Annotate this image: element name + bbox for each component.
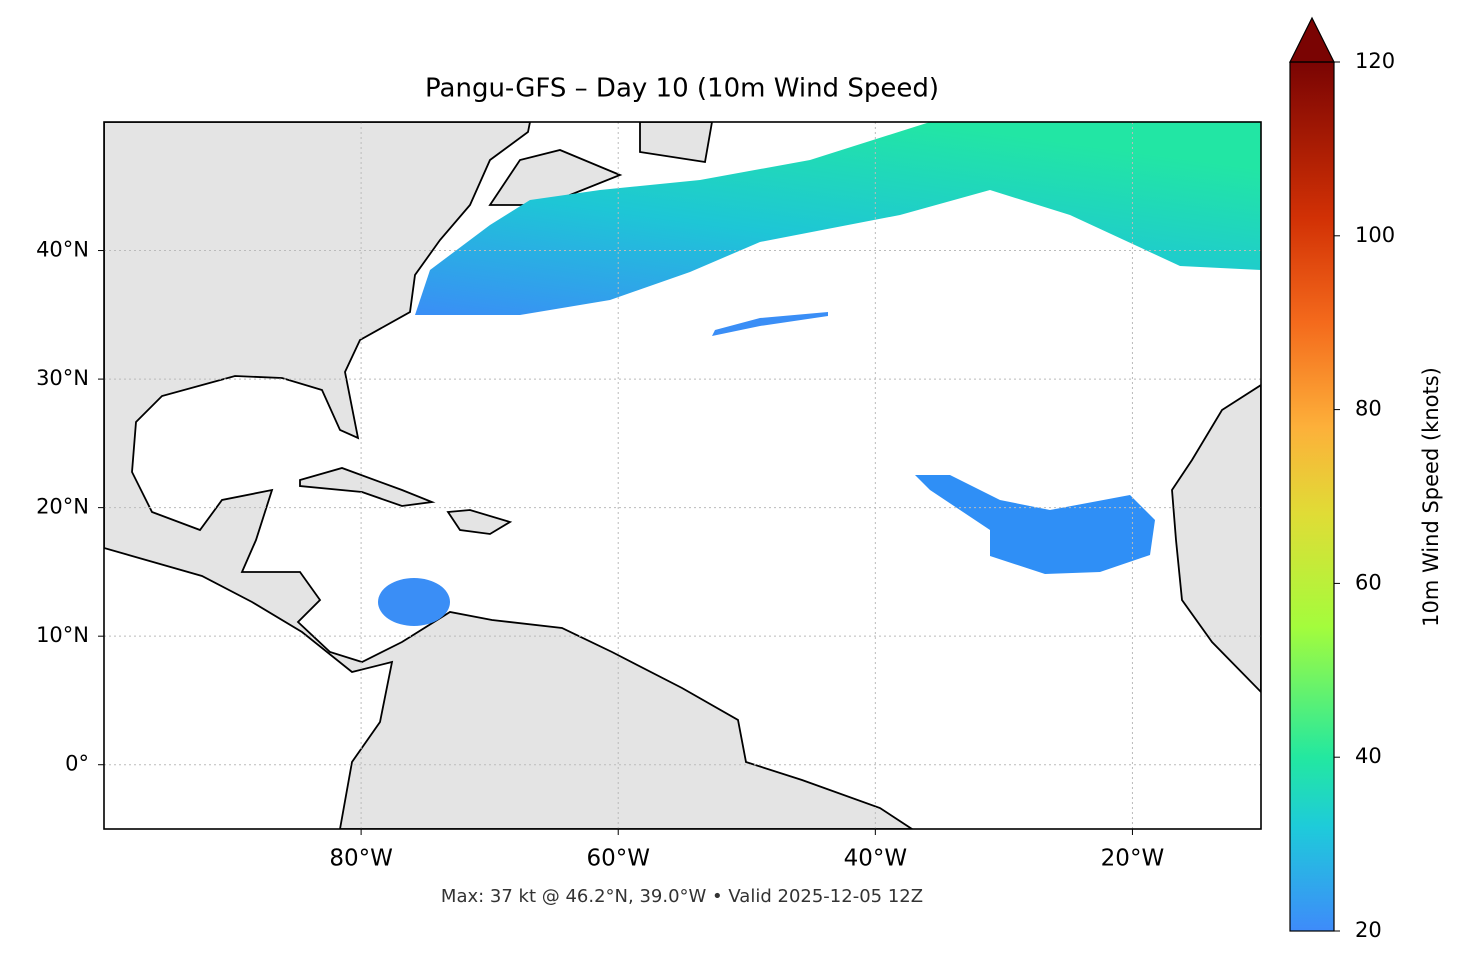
wind-caribbean xyxy=(378,578,450,626)
land-americas xyxy=(104,122,914,829)
land-hispaniola xyxy=(446,509,513,535)
chart-title: Pangu-GFS – Day 10 (10m Wind Speed) xyxy=(425,74,939,104)
land-newfoundland xyxy=(639,122,713,164)
y-tick-label: 30°N xyxy=(36,366,89,390)
colorbar-tick-label: 20 xyxy=(1355,918,1382,942)
y-tick-label: 20°N xyxy=(36,495,89,519)
wind-band xyxy=(712,312,828,336)
land-maritimes xyxy=(488,149,623,206)
colorbar-frame xyxy=(1289,61,1335,932)
colorbar-tick-label: 100 xyxy=(1355,223,1395,247)
wind-north-atlantic xyxy=(415,122,1261,315)
y-tick-label: 10°N xyxy=(36,623,89,647)
x-tick-label: 40°W xyxy=(844,846,908,872)
y-tick-label: 0° xyxy=(65,752,89,776)
colorbar-tick-label: 120 xyxy=(1355,49,1395,73)
colorbar-tick-label: 60 xyxy=(1355,570,1382,594)
map xyxy=(104,122,1261,829)
map-frame xyxy=(103,121,1262,830)
colorbar xyxy=(1290,62,1334,931)
land-africa xyxy=(1171,383,1261,694)
footnote: Max: 37 kt @ 46.2°N, 39.0°W • Valid 2025… xyxy=(441,886,923,907)
colorbar-tick-label: 40 xyxy=(1355,744,1382,768)
land-cuba xyxy=(299,467,436,507)
colorbar-label: 10m Wind Speed (knots) xyxy=(1419,367,1443,627)
x-tick-label: 80°W xyxy=(329,846,393,872)
x-tick-label: 60°W xyxy=(586,846,650,872)
y-tick-label: 40°N xyxy=(36,238,89,262)
colorbar-tick-label: 80 xyxy=(1355,397,1382,421)
x-tick-label: 20°W xyxy=(1101,846,1165,872)
colorbar-extend xyxy=(1289,16,1335,63)
wind-tropical-atlantic xyxy=(915,475,1155,574)
